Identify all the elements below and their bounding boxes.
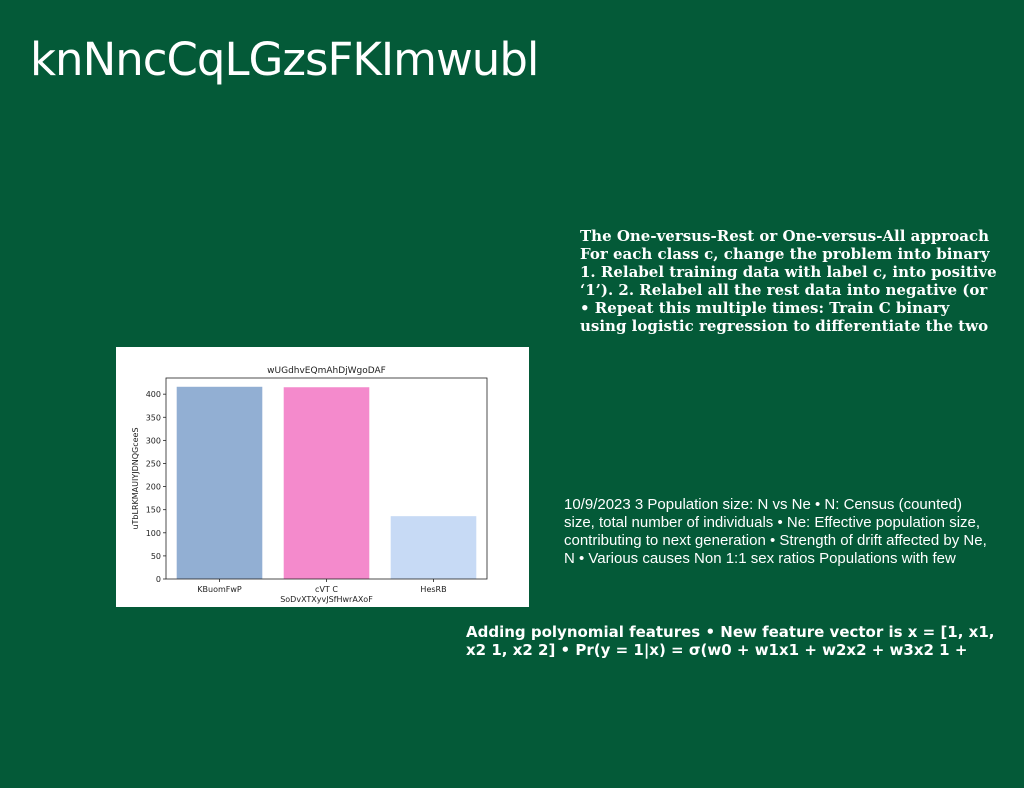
bar-chart: KBuomFwP cVT C HesRB 0 50 100 150 200 250 300 350 4… [116,347,529,607]
population-text-block: 10/9/2023 3 Population size: N vs Ne • N… [564,496,987,568]
ovr-line: The One-versus-Rest or One-versus-All ap… [580,227,990,245]
population-line: 10/9/2023 3 Population size: N vs Ne • N… [564,496,962,513]
ovr-line: ‘1’). 2. Relabel all the rest data into … [580,281,988,299]
poly-line: Adding polynomial features • New feature… [466,623,995,641]
y-tick-label: 150 [146,506,161,515]
population-line: size, total number of individuals • Ne: … [564,514,981,531]
ovr-line: 1. Relabel training data with label c, i… [580,263,997,281]
bar-chart-svg: KBuomFwP cVT C HesRB 0 50 100 150 200 250 300 350 4… [131,366,488,604]
ovr-text-block: The One-versus-Rest or One-versus-All ap… [580,227,997,335]
population-line: contributing to next generation • Streng… [564,532,987,549]
plot-frame [165,377,488,580]
y-tick-label: 0 [156,575,161,584]
y-tick-label: 350 [146,413,161,422]
y-tick-label: 200 [146,483,161,492]
x-tick-label: HesRB [420,585,446,594]
poly-line: x2 1, x2 2] • Pr(y = 1|x) = σ(w0 + w1x1 … [466,641,968,659]
ovr-line: using logistic regression to differentia… [580,317,989,335]
ovr-line: • Repeat this multiple times: Train C bi… [580,299,950,317]
poly-text-block: Adding polynomial features • New feature… [466,623,994,659]
chart-title: wUGdhvEQmAhDjWgoDAF [267,366,386,376]
population-line: N • Various causes Non 1:1 sex ratios Po… [564,550,956,567]
chart-bar [176,386,263,579]
x-tick-label: cVT C [315,585,338,594]
y-tick-label: 250 [146,459,161,468]
slide-title: knNncCqLGzsFKImwubl [30,33,539,86]
y-axis-label: uTbLRKMAUIYJDNQGceeS [131,427,140,529]
y-tick-label: 400 [146,390,161,399]
y-tick-label: 100 [146,529,161,538]
ovr-line: For each class c, change the problem int… [580,245,990,263]
x-tick-label: KBuomFwP [197,585,242,594]
chart-bar [390,516,477,579]
y-tick-label: 300 [146,436,161,445]
y-tick-label: 50 [151,552,161,561]
chart-bar [283,387,370,579]
x-axis-label: SoDvXTXyvJSfHwrAXoF [280,595,373,604]
